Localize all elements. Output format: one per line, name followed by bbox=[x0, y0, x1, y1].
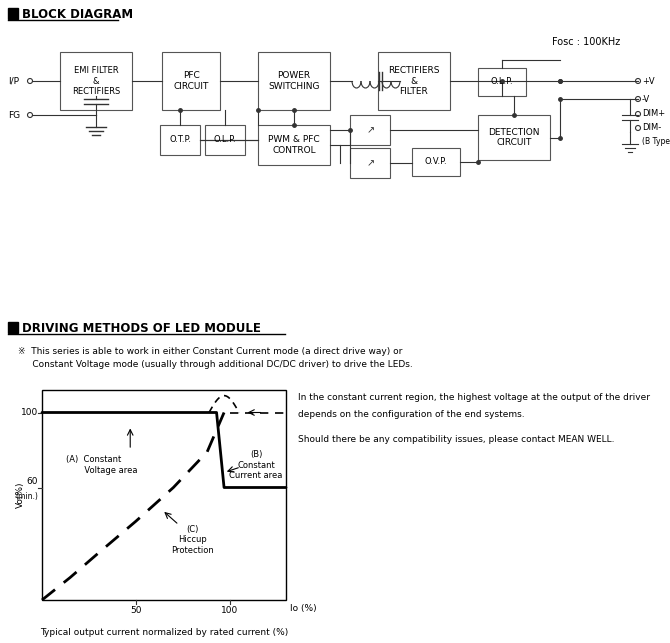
Text: Typical output current normalized by rated current (%): Typical output current normalized by rat… bbox=[40, 628, 288, 637]
Text: Vo(%): Vo(%) bbox=[15, 482, 25, 508]
Text: O.L.P.: O.L.P. bbox=[490, 78, 513, 87]
Bar bbox=[412, 148, 460, 176]
Bar bbox=[258, 52, 330, 110]
Text: 60: 60 bbox=[27, 476, 38, 485]
Text: In the constant current region, the highest voltage at the output of the driver: In the constant current region, the high… bbox=[298, 393, 650, 402]
Bar bbox=[42, 390, 286, 600]
Text: (B Type): (B Type) bbox=[642, 136, 670, 145]
Text: 50: 50 bbox=[130, 606, 141, 615]
Text: DRIVING METHODS OF LED MODULE: DRIVING METHODS OF LED MODULE bbox=[22, 322, 261, 334]
Bar bbox=[378, 52, 450, 110]
Text: PFC
CIRCUIT: PFC CIRCUIT bbox=[174, 71, 208, 91]
Text: POWER
SWITCHING: POWER SWITCHING bbox=[268, 71, 320, 91]
Bar bbox=[160, 125, 200, 155]
Text: Should there be any compatibility issues, please contact MEAN WELL.: Should there be any compatibility issues… bbox=[298, 435, 614, 444]
Text: Io (%): Io (%) bbox=[290, 604, 317, 613]
Circle shape bbox=[27, 78, 33, 84]
Text: PWM & PFC
CONTROL: PWM & PFC CONTROL bbox=[268, 135, 320, 155]
Text: 100: 100 bbox=[21, 408, 38, 417]
Text: RECTIFIERS
&
FILTER: RECTIFIERS & FILTER bbox=[388, 66, 440, 96]
Text: BLOCK DIAGRAM: BLOCK DIAGRAM bbox=[22, 8, 133, 21]
Text: Constant Voltage mode (usually through additional DC/DC driver) to drive the LED: Constant Voltage mode (usually through a… bbox=[18, 360, 413, 369]
Text: (A)  Constant
       Voltage area: (A) Constant Voltage area bbox=[66, 455, 138, 475]
Text: DIM+: DIM+ bbox=[642, 109, 665, 118]
Text: depends on the configuration of the end systems.: depends on the configuration of the end … bbox=[298, 410, 525, 419]
Text: (B)
Constant
Current area: (B) Constant Current area bbox=[229, 450, 283, 480]
Circle shape bbox=[636, 78, 641, 84]
Bar bbox=[162, 52, 220, 110]
Text: (C)
Hiccup
Protection: (C) Hiccup Protection bbox=[171, 525, 214, 555]
Text: FG: FG bbox=[8, 111, 20, 120]
Circle shape bbox=[636, 111, 641, 116]
Text: O.T.P.: O.T.P. bbox=[169, 136, 191, 145]
Text: O.L.P.: O.L.P. bbox=[214, 136, 237, 145]
Bar bbox=[205, 125, 245, 155]
Circle shape bbox=[27, 113, 33, 118]
Text: O.V.P.: O.V.P. bbox=[425, 158, 448, 167]
Bar bbox=[478, 68, 526, 96]
Bar bbox=[8, 8, 18, 19]
Text: DIM-: DIM- bbox=[642, 123, 661, 132]
Text: EMI FILTER
&
RECTIFIERS: EMI FILTER & RECTIFIERS bbox=[72, 66, 120, 96]
Bar bbox=[60, 52, 132, 110]
Text: DETECTION
CIRCUIT: DETECTION CIRCUIT bbox=[488, 128, 540, 147]
Circle shape bbox=[636, 96, 641, 102]
Bar bbox=[350, 115, 390, 145]
Text: -V: -V bbox=[642, 95, 651, 104]
Text: 100: 100 bbox=[221, 606, 239, 615]
Text: (min.): (min.) bbox=[15, 491, 38, 500]
Text: I/P: I/P bbox=[8, 77, 19, 86]
Bar bbox=[8, 322, 18, 333]
Bar bbox=[350, 148, 390, 178]
Text: Fosc : 100KHz: Fosc : 100KHz bbox=[552, 37, 620, 47]
Text: +V: +V bbox=[642, 77, 655, 86]
Text: $\nearrow$: $\nearrow$ bbox=[364, 125, 375, 135]
Text: $\nearrow$: $\nearrow$ bbox=[364, 158, 375, 168]
Text: ※  This series is able to work in either Constant Current mode (a direct drive w: ※ This series is able to work in either … bbox=[18, 347, 403, 356]
Circle shape bbox=[636, 125, 641, 131]
Bar bbox=[478, 115, 550, 160]
Bar bbox=[258, 125, 330, 165]
